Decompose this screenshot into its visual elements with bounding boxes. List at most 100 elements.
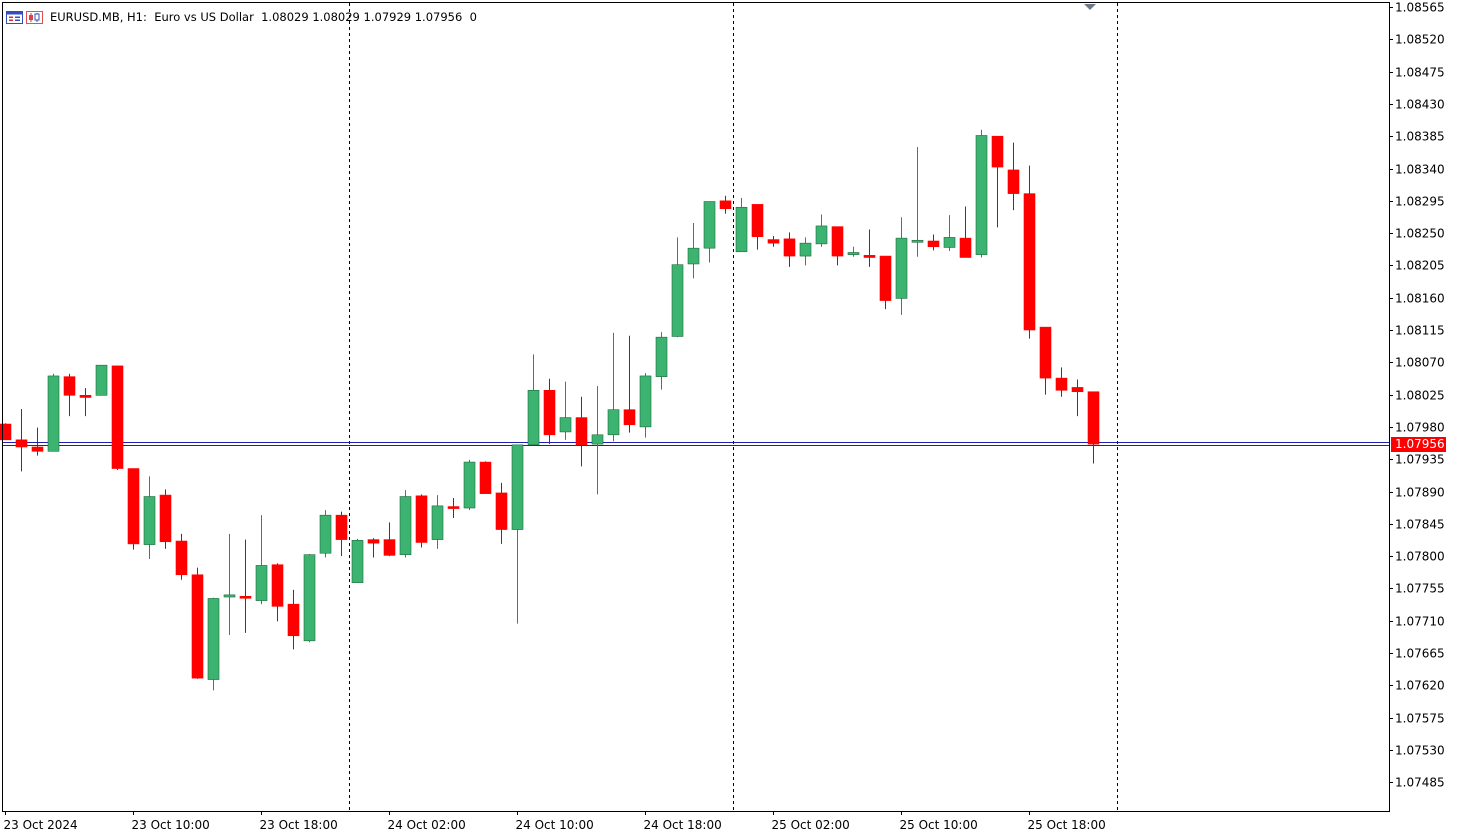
candle-13 [207, 597, 220, 691]
candle-body [591, 434, 604, 445]
candle-20 [319, 510, 332, 558]
candle-9 [143, 476, 156, 559]
candle-54 [863, 229, 876, 267]
candle-body [815, 225, 828, 245]
candle-body [95, 364, 108, 396]
candle-body [607, 409, 620, 436]
time-axis[interactable]: 23 Oct 2024 23 Oct 10:00 23 Oct 18:00 24 Oc… [4, 811, 1106, 832]
candle-body [751, 204, 764, 237]
candle-39 [623, 335, 636, 433]
candle-body [207, 598, 220, 680]
candle-31 [495, 482, 508, 544]
candlestick-chart-icon[interactable] [26, 10, 43, 24]
candle-body [0, 423, 12, 441]
candle-64 [1023, 165, 1036, 339]
price-tick-label-9: 1.08160 [1395, 292, 1445, 306]
candle-body [783, 238, 796, 257]
price-tick-label-17: 1.07800 [1395, 550, 1445, 564]
candle-37 [591, 385, 604, 495]
candle-63 [1007, 142, 1020, 211]
candle-27 [431, 495, 444, 549]
candles [0, 129, 1100, 691]
time-tick-label-1: 23 Oct 10:00 [132, 818, 210, 832]
candle-body [111, 365, 124, 469]
candle-40 [639, 373, 652, 438]
ohlc-values: 1.08029 1.08029 1.07929 1.07956 [261, 10, 463, 24]
candle-body [543, 389, 556, 436]
candle-body [671, 264, 684, 337]
candle-8 [127, 468, 140, 550]
candle-body [847, 252, 860, 255]
candle-45 [719, 195, 732, 214]
candle-10 [159, 489, 172, 549]
price-tick-label-1: 1.08520 [1395, 33, 1445, 47]
candle-25 [399, 490, 412, 558]
price-tick-label-13: 1.07980 [1395, 421, 1445, 435]
price-tick-label-16: 1.07845 [1395, 518, 1445, 532]
candle-body [367, 539, 380, 544]
candle-body [511, 444, 524, 530]
candle-body [719, 200, 732, 209]
price-tick-label-18: 1.07755 [1395, 582, 1445, 596]
bid-line [3, 442, 1389, 446]
candle-body [1087, 391, 1100, 445]
candle-18 [287, 589, 300, 650]
volume-value: 0 [469, 10, 477, 24]
candle-body [79, 395, 92, 398]
candle-body [1023, 193, 1036, 331]
candle-body [703, 201, 716, 249]
time-tick-label-5: 24 Oct 18:00 [644, 818, 722, 832]
candle-53 [847, 246, 860, 257]
candle-21 [335, 511, 348, 557]
time-tick-label-0: 23 Oct 2024 [4, 818, 78, 832]
candle-7 [111, 365, 124, 470]
candle-62 [991, 135, 1004, 228]
chart-shift-marker[interactable] [1084, 4, 1096, 10]
price-tick-label-7: 1.08250 [1395, 227, 1445, 241]
candle-57 [911, 146, 924, 257]
price-tick-label-8: 1.08205 [1395, 259, 1445, 273]
time-tick-label-7: 25 Oct 10:00 [900, 818, 978, 832]
candle-body [687, 247, 700, 265]
price-tick-label-4: 1.08385 [1395, 130, 1445, 144]
candle-48 [767, 235, 780, 247]
candle-29 [463, 459, 476, 511]
candle-38 [607, 332, 620, 442]
header-sep: , [119, 10, 128, 24]
price-tick-label-5: 1.08340 [1395, 163, 1445, 177]
price-tick-label-11: 1.08070 [1395, 356, 1445, 370]
candle-body [863, 255, 876, 258]
candle-49 [783, 232, 796, 267]
candle-15 [239, 539, 252, 633]
candle-body [1039, 326, 1052, 379]
candle-body [495, 492, 508, 530]
candle-body [735, 206, 748, 253]
candle-34 [543, 378, 556, 445]
candle-60 [959, 206, 972, 258]
candle-body [463, 461, 476, 509]
current-price-box [1391, 437, 1446, 452]
candle-6 [95, 364, 108, 396]
candle-4 [63, 373, 76, 417]
candle-55 [879, 255, 892, 310]
candle-body [527, 389, 540, 446]
candle-58 [927, 234, 940, 251]
current-price-text: 1.07956 [1395, 437, 1445, 451]
candle-body [479, 461, 492, 494]
candle-14 [223, 533, 236, 636]
candle-body [159, 494, 172, 543]
price-axis[interactable]: 1.08565 1.08520 1.08475 1.08430 1.08385 1.083… [1389, 1, 1445, 790]
candle-body [303, 554, 316, 642]
candle-3 [47, 373, 60, 452]
price-tick-label-2: 1.08475 [1395, 66, 1445, 80]
candle-body [351, 540, 364, 583]
candle-52 [831, 226, 844, 266]
candle-body [895, 237, 908, 299]
candle-body [175, 540, 188, 576]
candle-56 [895, 217, 908, 315]
candle-23 [367, 538, 380, 558]
chart-window-menu-icon[interactable] [6, 10, 23, 24]
candle-26 [415, 494, 428, 548]
